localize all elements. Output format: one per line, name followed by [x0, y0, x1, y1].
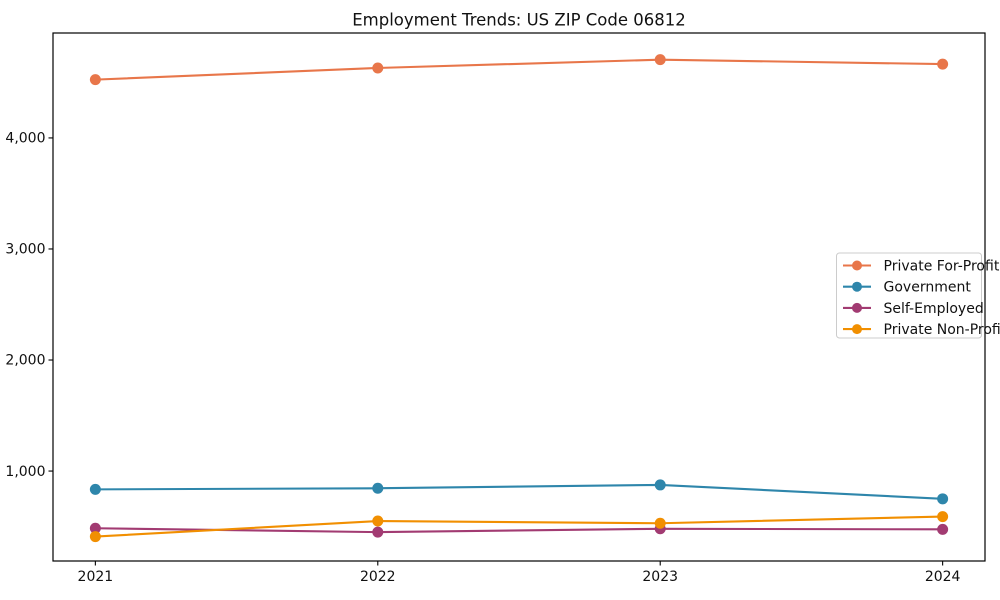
y-tick-label: 2,000	[5, 353, 45, 369]
legend-marker-private-non-profit	[852, 324, 862, 335]
marker-private-non-profit-2021	[89, 531, 101, 543]
marker-government-2022	[372, 482, 384, 494]
line-self-employed	[95, 527, 943, 534]
y-tick-label: 4,000	[5, 131, 45, 147]
x-tick-label: 2022	[360, 569, 396, 585]
y-tick-label: 1,000	[5, 464, 45, 480]
legend-marker-private-for-profit	[852, 260, 862, 271]
marker-self-employed-2024	[937, 523, 949, 535]
marker-private-non-profit-2022	[372, 515, 384, 527]
plot-area: 1,000 2,000 3,000 4,000 2021 2022 2023 2024 Priv…	[5, 32, 1000, 585]
legend-marker-self-employed	[852, 302, 862, 313]
marker-self-employed-2021	[89, 522, 101, 534]
marker-private-for-profit-2024	[937, 58, 949, 70]
marker-private-non-profit-2024	[937, 511, 949, 523]
x-tick-label: 2021	[78, 569, 114, 585]
legend-box	[836, 252, 982, 339]
marker-private-for-profit-2022	[372, 62, 384, 74]
legend-label-private-for-profit: Private For-Profit	[884, 259, 1000, 275]
marker-government-2023	[654, 479, 666, 491]
x-tick-label: 2023	[642, 569, 678, 585]
marker-government-2024	[937, 493, 949, 505]
legend-label-self-employed: Self-Employed	[884, 301, 984, 317]
plot-frame	[52, 32, 986, 562]
line-private-for-profit	[95, 58, 943, 81]
legend-label-government: Government	[884, 280, 972, 296]
marker-private-for-profit-2021	[89, 74, 101, 86]
y-tick-label: 3,000	[5, 242, 45, 258]
chart-title: Employment Trends: US ZIP Code 06812	[352, 11, 686, 30]
legend: Private For-Profit Government Self-Employe…	[836, 252, 1000, 339]
marker-private-non-profit-2023	[654, 517, 666, 529]
x-tick-label: 2024	[925, 569, 961, 585]
marker-government-2021	[89, 483, 101, 495]
legend-marker-government	[852, 281, 862, 292]
line-government	[95, 483, 943, 500]
legend-label-private-non-profit: Private Non-Profit	[884, 322, 1000, 338]
marker-self-employed-2022	[372, 526, 384, 538]
marker-private-for-profit-2023	[654, 54, 666, 66]
line-private-non-profit	[95, 515, 943, 538]
